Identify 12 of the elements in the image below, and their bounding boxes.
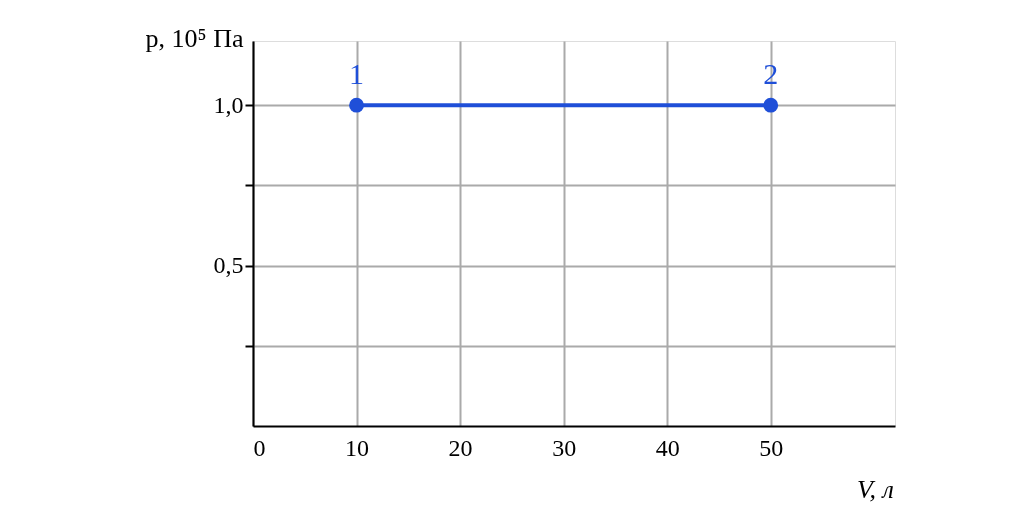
x-tick-label: 0 xyxy=(253,434,266,461)
x-tick-label: 40 xyxy=(655,434,680,461)
annotation: 1 xyxy=(349,57,365,91)
y-tick-label: 0,5 xyxy=(213,252,244,279)
x-tick-label: 30 xyxy=(552,434,577,461)
annotation: 2 xyxy=(763,57,779,91)
y-tick-label: 1,0 xyxy=(213,91,244,118)
x-tick-label: 20 xyxy=(448,434,473,461)
x-tick-label: 50 xyxy=(759,434,784,461)
x-axis-title: V, л xyxy=(857,474,894,504)
y-axis-title: p, 10⁵ Па xyxy=(145,23,244,53)
x-tick-label: 10 xyxy=(345,434,370,461)
